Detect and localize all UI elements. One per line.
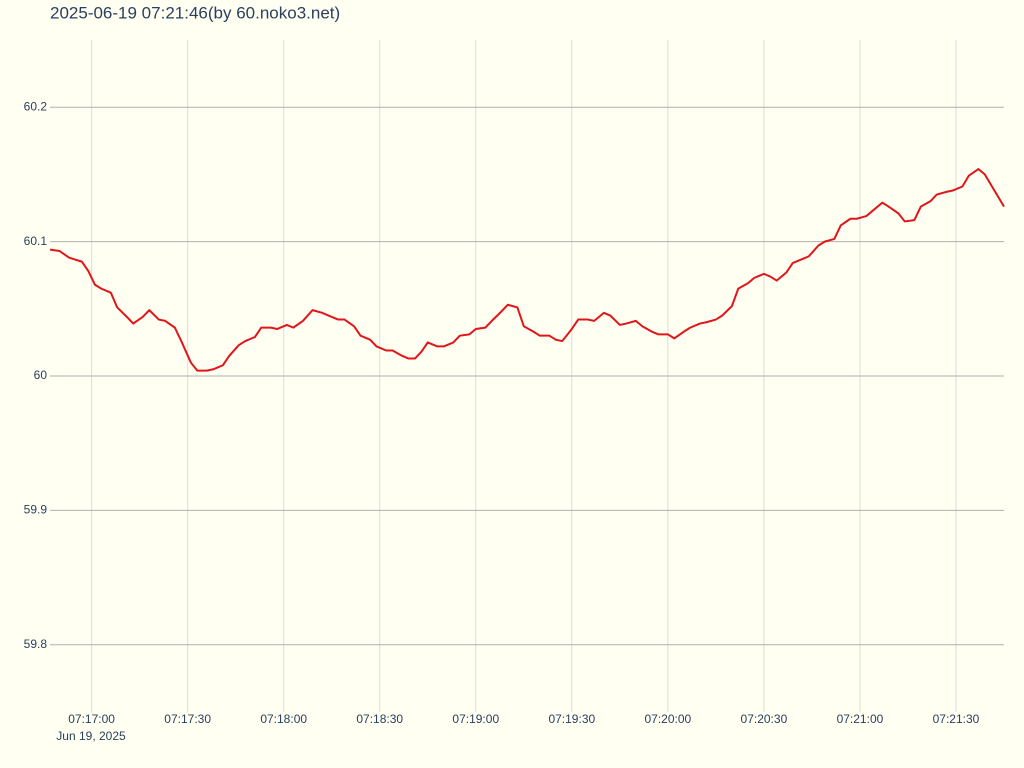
x-tick-label: 07:18:00	[260, 712, 307, 726]
data-line	[49, 168, 1005, 372]
x-tick-label: 07:18:30	[356, 712, 403, 726]
y-tick-label: 60	[34, 368, 48, 382]
y-tick-label: 59.9	[24, 503, 48, 517]
x-tick-label: 07:17:00	[68, 712, 115, 726]
chart-title: 2025-06-19 07:21:46(by 60.noko3.net)	[50, 3, 340, 22]
x-tick-label: 07:21:00	[837, 712, 884, 726]
y-tick-label: 60.1	[24, 234, 48, 248]
x-tick-label: 07:20:30	[741, 712, 788, 726]
x-date-label: Jun 19, 2025	[56, 729, 126, 743]
x-tick-label: 07:20:00	[644, 712, 691, 726]
y-tick-label: 59.8	[24, 637, 48, 651]
x-tick-label: 07:17:30	[164, 712, 211, 726]
x-tick-label: 07:21:30	[933, 712, 980, 726]
x-tick-label: 07:19:30	[548, 712, 595, 726]
x-tick-label: 07:19:00	[452, 712, 499, 726]
y-tick-label: 60.2	[24, 99, 48, 113]
